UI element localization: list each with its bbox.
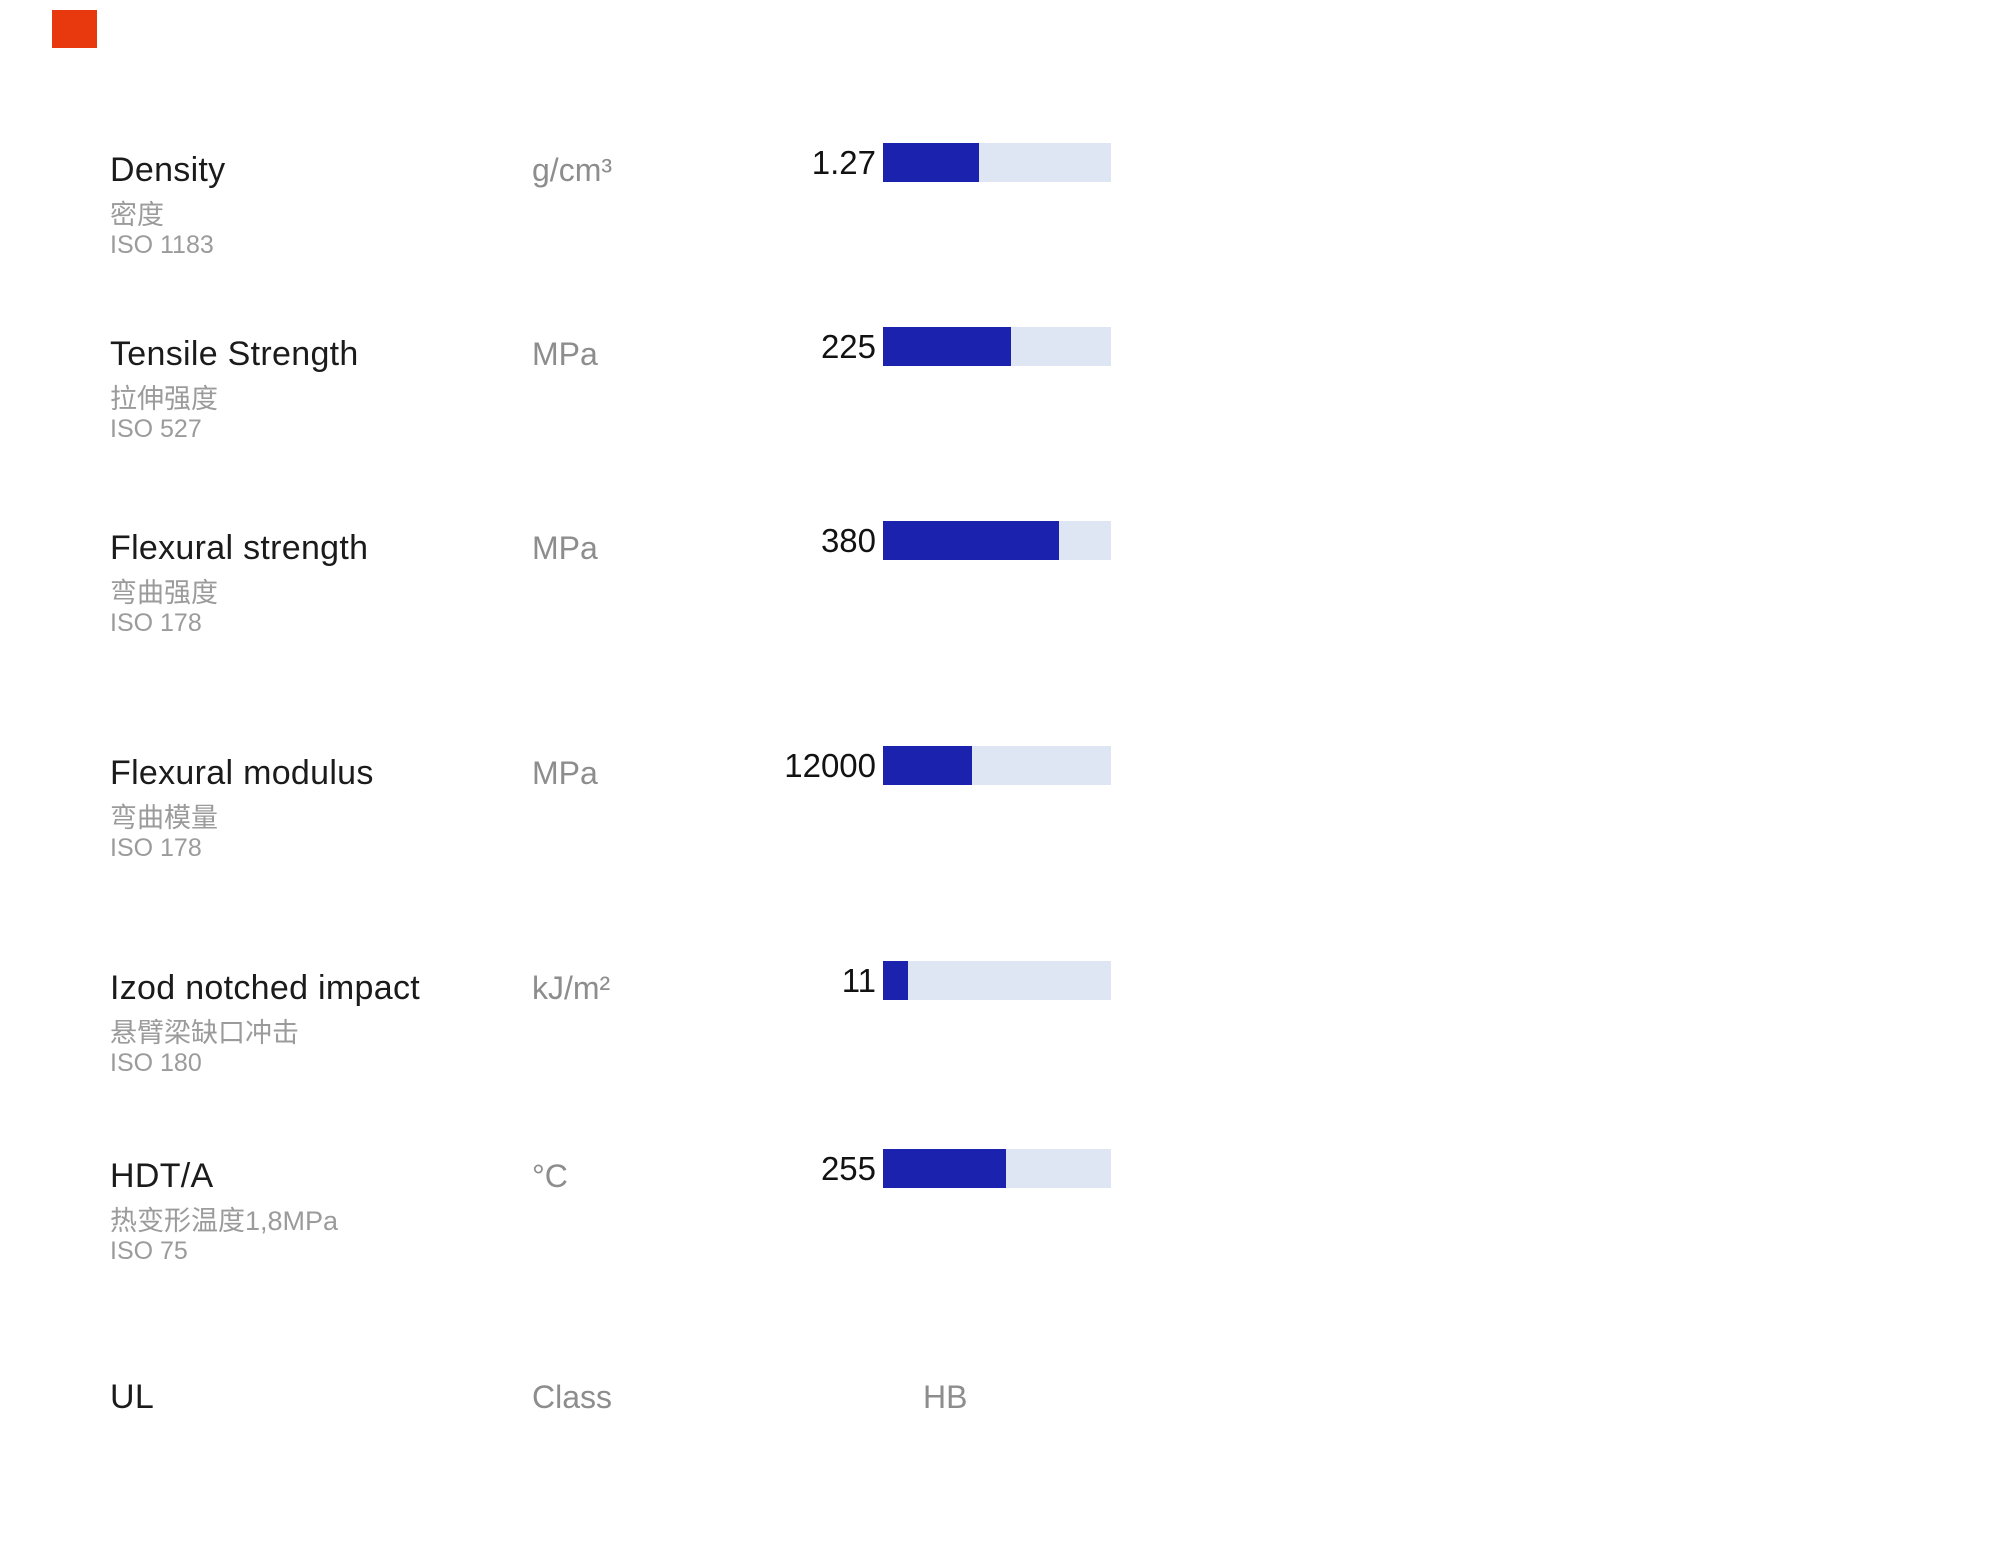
bar-fill	[883, 521, 1059, 560]
property-name: Izod notched impact	[110, 969, 420, 1007]
property-name-zh: 密度	[110, 200, 164, 230]
unit-label: MPa	[532, 336, 598, 372]
test-standard: ISO 178	[110, 834, 202, 862]
test-standard: ISO 178	[110, 609, 202, 637]
unit-label: g/cm³	[532, 152, 612, 188]
property-name: Flexural modulus	[110, 754, 374, 792]
value-label: 11	[841, 962, 876, 999]
property-name: Density	[110, 151, 226, 189]
property-row-flexural-strength: Flexural strength 弯曲强度 ISO 178 MPa 380	[0, 521, 2000, 671]
property-name: Tensile Strength	[110, 335, 359, 373]
property-name-zh: 弯曲模量	[110, 803, 218, 833]
property-name-zh: 热变形温度1,8MPa	[110, 1206, 339, 1236]
property-row-hdt-a: HDT/A 热变形温度1,8MPa ISO 75 °C 255	[0, 1149, 2000, 1299]
test-standard: ISO 527	[110, 415, 202, 443]
test-standard: ISO 1183	[110, 231, 214, 259]
bar-fill	[883, 143, 979, 182]
bar-track	[883, 521, 1111, 560]
bar-track	[883, 143, 1111, 182]
unit-label: °C	[532, 1158, 568, 1194]
bar-fill	[883, 746, 972, 785]
bar-track	[883, 746, 1111, 785]
property-row-tensile-strength: Tensile Strength 拉伸强度 ISO 527 MPa 225	[0, 327, 2000, 477]
value-label: 380	[820, 522, 876, 559]
bar-fill	[883, 327, 1011, 366]
unit-label: kJ/m²	[532, 970, 611, 1006]
brand-mark	[52, 10, 97, 48]
value-label: 12000	[784, 747, 876, 784]
unit-label: MPa	[532, 530, 598, 566]
bar-track	[883, 961, 1111, 1000]
value-label: 225	[820, 328, 876, 365]
bar-track	[883, 1149, 1111, 1188]
bar-fill	[883, 961, 909, 1000]
property-row-izod-notched-impact: Izod notched impact 悬臂梁缺口冲击 ISO 180 kJ/m…	[0, 961, 2000, 1111]
property-name: Flexural strength	[110, 529, 369, 567]
property-name-zh: 悬臂梁缺口冲击	[110, 1018, 299, 1048]
bar-fill	[883, 1149, 1007, 1188]
property-row-density: Density 密度 ISO 1183 g/cm³ 1.27	[0, 143, 2000, 293]
value-label: HB	[923, 1379, 968, 1415]
test-standard: ISO 180	[110, 1049, 202, 1077]
value-label: 255	[820, 1150, 876, 1187]
property-name: HDT/A	[110, 1157, 214, 1195]
test-standard: ISO 75	[110, 1237, 188, 1265]
property-name-zh: 弯曲强度	[110, 578, 218, 608]
unit-label: MPa	[532, 755, 598, 791]
property-name-zh: 拉伸强度	[110, 384, 218, 414]
property-row-flexural-modulus: Flexural modulus 弯曲模量 ISO 178 MPa 12000	[0, 746, 2000, 896]
value-label: 1.27	[811, 144, 876, 181]
property-row-ul: UL Class HB	[0, 1370, 2000, 1520]
unit-label: Class	[532, 1379, 613, 1415]
bar-track	[883, 327, 1111, 366]
property-name: UL	[110, 1378, 155, 1416]
